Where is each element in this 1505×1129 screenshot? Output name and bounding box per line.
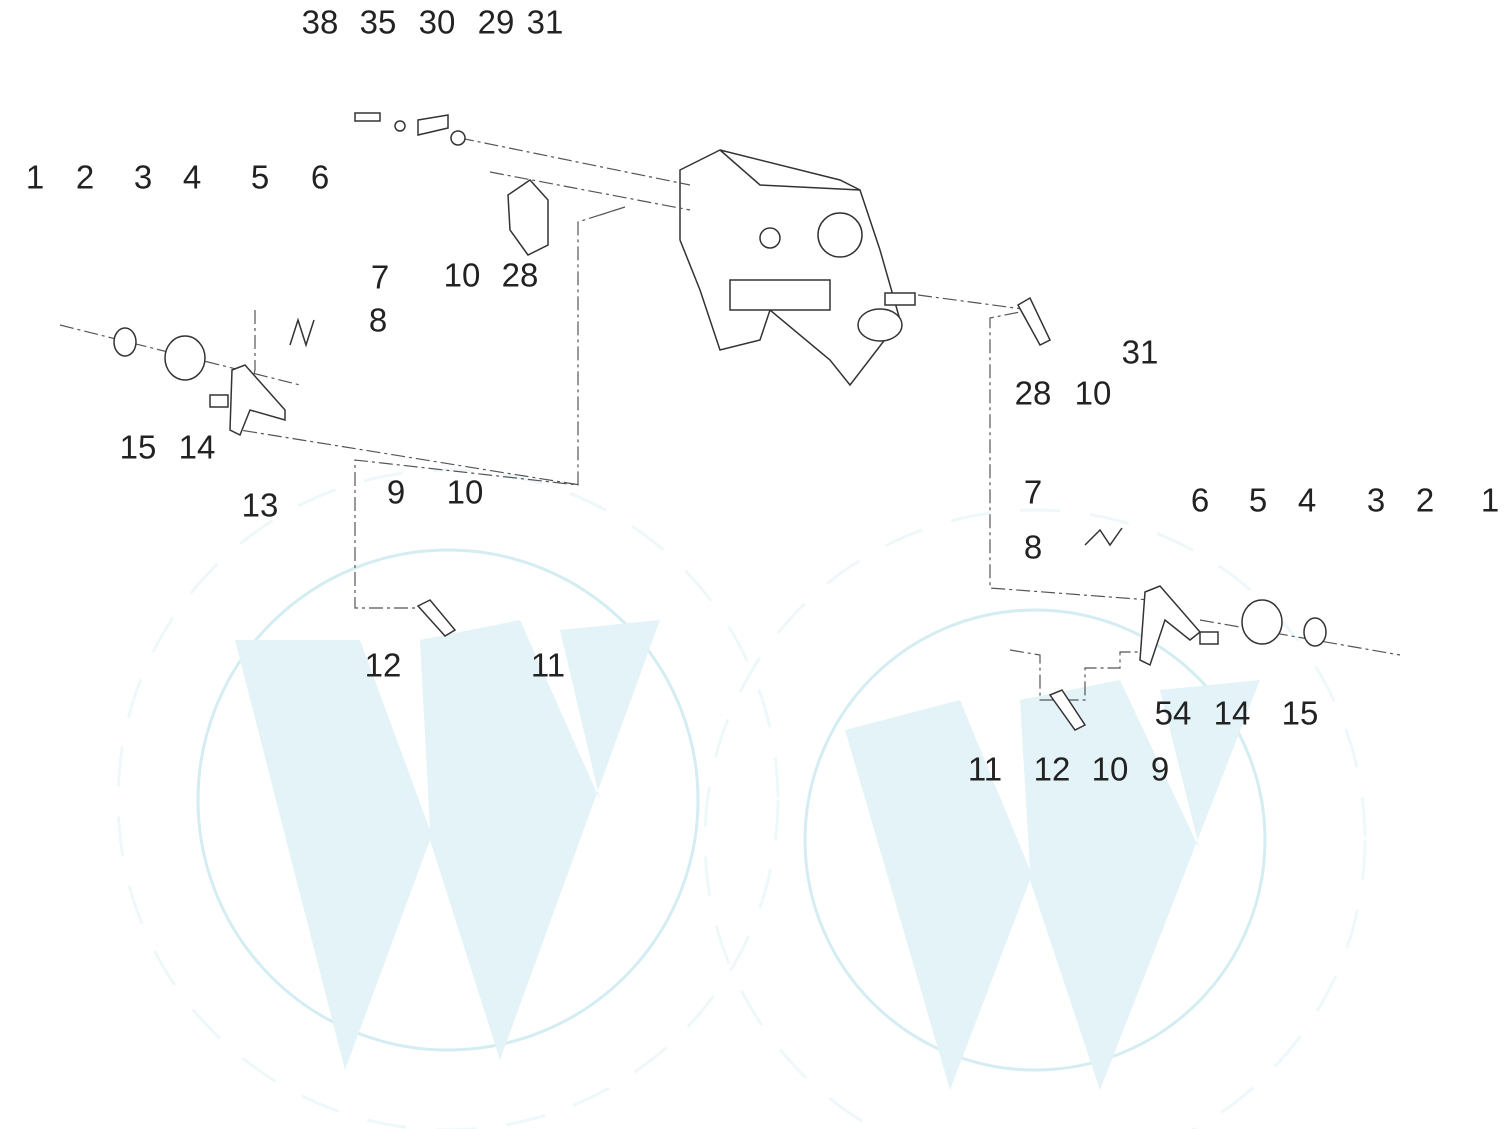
callout: 38 (302, 4, 339, 41)
callout: 10 (1075, 375, 1112, 412)
watermark (116, 468, 1367, 1129)
callout: 6 (311, 159, 329, 196)
callout: 6 (1191, 482, 1209, 519)
callout: 35 (360, 4, 397, 41)
callout: 10 (444, 257, 481, 294)
callout: 10 (1092, 751, 1129, 788)
dashed-lines (59, 137, 1401, 701)
small-parts (113, 112, 1327, 731)
callout: 1 (1481, 482, 1499, 519)
callout: 15 (1282, 695, 1319, 732)
callout: 9 (1151, 751, 1169, 788)
callout: 11 (968, 751, 1002, 788)
callout: 8 (369, 302, 387, 339)
callout: 30 (419, 4, 456, 41)
callout: 31 (527, 4, 564, 41)
callout: 11 (531, 647, 565, 684)
callout: 10 (447, 474, 484, 511)
callout: 3 (1367, 482, 1385, 519)
callout: 15 (120, 429, 157, 466)
callout: 5 (251, 159, 269, 196)
callout: 4 (183, 159, 201, 196)
callout: 29 (478, 4, 515, 41)
housing (679, 149, 916, 387)
callout: 9 (387, 474, 405, 511)
callout: 14 (179, 429, 216, 466)
callout: 28 (1015, 375, 1052, 412)
callout: 2 (1416, 482, 1434, 519)
callout: 1 (26, 159, 44, 196)
callout: 3 (134, 159, 152, 196)
callout: 4 (1298, 482, 1316, 519)
callout: 13 (242, 487, 279, 524)
callout: 28 (502, 257, 539, 294)
callout: 12 (1034, 751, 1071, 788)
callout: 2 (76, 159, 94, 196)
callout: 8 (1024, 529, 1042, 566)
callout: 7 (1024, 474, 1042, 511)
callout: 31 (1122, 334, 1159, 371)
callout: 12 (365, 647, 402, 684)
callout: 54 (1155, 695, 1192, 732)
callout: 7 (371, 259, 389, 296)
callout: 5 (1249, 482, 1267, 519)
callout: 14 (1214, 695, 1251, 732)
